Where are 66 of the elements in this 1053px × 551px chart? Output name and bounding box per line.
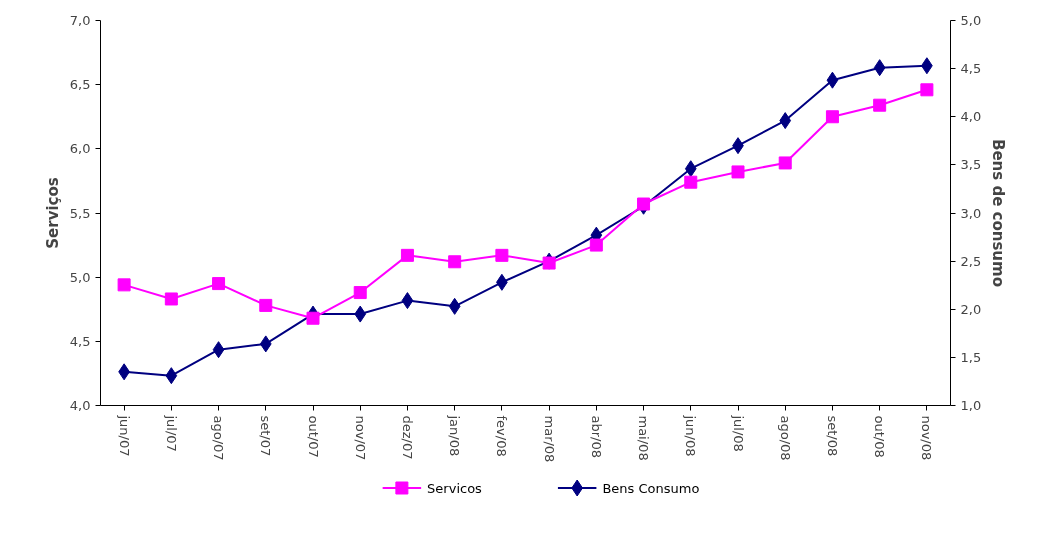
point: [684, 160, 697, 178]
point: [259, 335, 272, 353]
x-tick-label: set/07: [258, 415, 274, 457]
y2-axis-title: Bens de consumo: [989, 139, 1008, 288]
y-tick-label: 6,5: [69, 77, 91, 93]
point: [353, 286, 367, 300]
y2-tick-label: 1,5: [960, 349, 982, 365]
x-tick-label: dez/07: [399, 415, 415, 460]
x-tick-label: nov/07: [352, 415, 368, 461]
y-axis-title: Serviços: [43, 177, 62, 249]
point: [165, 367, 178, 385]
x-tick-label: abr/08: [588, 415, 604, 458]
point: [401, 292, 414, 310]
x-tick-label: out/07: [305, 415, 321, 458]
point: [778, 156, 792, 170]
point: [684, 175, 698, 189]
point: [637, 197, 651, 211]
point: [448, 297, 461, 315]
point: [873, 59, 886, 77]
y2-tick-label: 3,0: [960, 205, 982, 221]
x-tick-label: out/08: [872, 415, 888, 458]
point: [495, 248, 509, 262]
legend-label: Servicos: [427, 480, 483, 496]
point: [448, 255, 462, 269]
x-tick-label: mai/08: [636, 415, 652, 461]
point: [212, 341, 225, 359]
y2-tick-label: 3,5: [960, 157, 982, 173]
y-tick-label: 5,5: [69, 205, 91, 221]
x-tick-label: ago/07: [211, 415, 227, 461]
y-tick-label: 6,0: [69, 141, 91, 157]
y2-tick-label: 5,0: [960, 13, 982, 28]
point: [920, 83, 934, 97]
x-tick-label: jun/07: [116, 414, 132, 457]
y2-tick-label: 4,0: [960, 109, 982, 125]
x-tick-label: jul/07: [163, 414, 179, 452]
point: [779, 112, 792, 130]
point: [826, 71, 839, 89]
point: [873, 98, 887, 112]
y2-tick-label: 2,5: [960, 253, 982, 269]
point: [400, 248, 414, 262]
y-tick-label: 5,0: [69, 269, 91, 285]
point: [731, 165, 745, 179]
x-tick-label: set/08: [824, 415, 840, 457]
point: [825, 110, 839, 124]
x-tick-label: jun/08: [683, 414, 699, 457]
point: [164, 292, 178, 306]
y-tick-label: 4,0: [69, 398, 91, 413]
point: [542, 256, 556, 270]
y-tick-label: 7,0: [69, 13, 91, 28]
point: [589, 238, 603, 252]
point: [354, 305, 367, 323]
x-tick-label: ago/08: [777, 415, 793, 461]
x-tick-label: jan/08: [447, 414, 463, 457]
point: [117, 278, 131, 292]
y2-tick-label: 4,5: [960, 61, 982, 77]
legend-label: Bens Consumo: [602, 480, 700, 496]
point: [259, 298, 273, 312]
y2-tick-label: 2,0: [960, 301, 982, 317]
y-tick-label: 4,5: [69, 333, 91, 349]
x-tick-label: mar/08: [541, 415, 557, 463]
x-tick-label: jul/08: [730, 414, 746, 452]
point: [306, 311, 320, 325]
x-tick-label: nov/08: [919, 415, 935, 461]
y2-tick-label: 1,0: [960, 398, 982, 413]
point: [212, 277, 226, 291]
x-tick-label: fev/08: [494, 415, 510, 457]
